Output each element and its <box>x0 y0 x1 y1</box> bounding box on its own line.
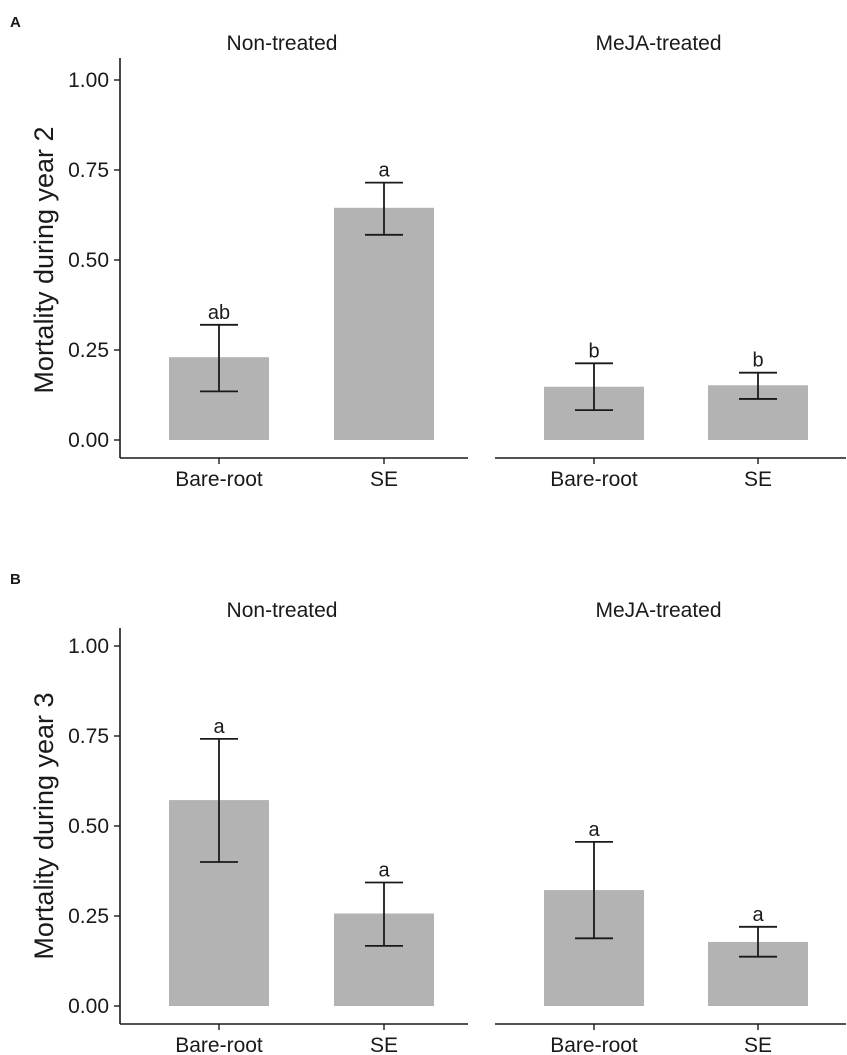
y-tick-label: 0.00 <box>68 995 109 1018</box>
significance-letter: b <box>752 350 763 372</box>
y-tick-label: 0.75 <box>68 725 109 748</box>
significance-letter: b <box>588 340 599 362</box>
y-tick-label: 0.75 <box>68 159 109 182</box>
x-tick-label: SE <box>370 468 398 491</box>
y-tick-label: 0.25 <box>68 339 109 362</box>
significance-letter: a <box>588 819 600 841</box>
significance-letter: a <box>378 160 390 182</box>
facet-title: Non-treated <box>227 32 338 55</box>
x-tick-label: Bare-root <box>550 1034 638 1055</box>
y-axis-label: Mortality during year 2 <box>29 126 59 393</box>
x-tick-label: SE <box>744 1034 772 1055</box>
significance-letter: ab <box>208 302 230 324</box>
y-tick-label: 1.00 <box>68 69 109 92</box>
facet-title: MeJA-treated <box>595 32 721 55</box>
panel-label-a: A <box>10 14 21 31</box>
y-axis-label: Mortality during year 3 <box>29 692 59 959</box>
x-tick-label: Bare-root <box>550 468 638 491</box>
y-tick-label: 1.00 <box>68 635 109 658</box>
x-tick-label: Bare-root <box>175 1034 263 1055</box>
y-tick-label: 0.50 <box>68 815 109 838</box>
y-tick-label: 0.00 <box>68 429 109 452</box>
y-tick-label: 0.25 <box>68 905 109 928</box>
facet-title: MeJA-treated <box>595 599 721 622</box>
panel-label-b: B <box>10 571 21 588</box>
y-tick-label: 0.50 <box>68 249 109 272</box>
x-tick-label: SE <box>744 468 772 491</box>
significance-letter: a <box>378 860 390 882</box>
significance-letter: a <box>213 716 225 738</box>
facet-title: Non-treated <box>227 599 338 622</box>
x-tick-label: SE <box>370 1034 398 1055</box>
bar <box>334 207 434 440</box>
x-tick-label: Bare-root <box>175 468 263 491</box>
significance-letter: a <box>752 904 764 926</box>
